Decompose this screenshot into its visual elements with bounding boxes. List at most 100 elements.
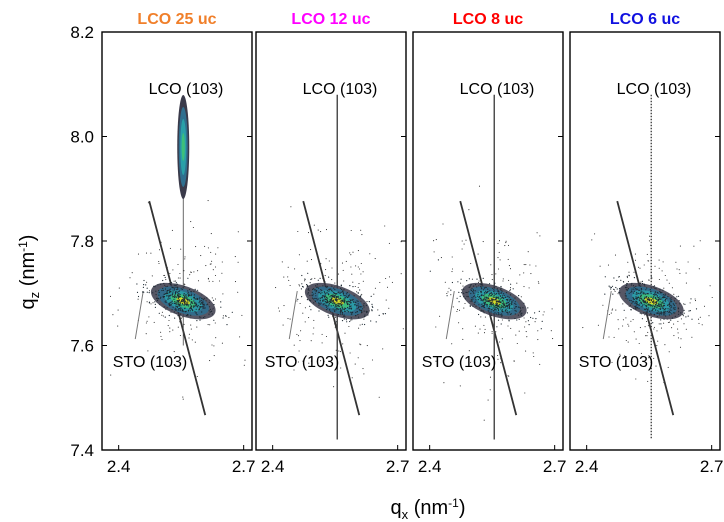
peak-point [480,292,482,294]
peak-point [653,285,656,287]
scatter-point [458,309,461,311]
peak-point [174,317,176,319]
peak-point [493,288,495,290]
peak-point [633,288,635,290]
peak-point [527,307,529,309]
scatter-point [456,310,458,313]
peak-point [174,307,177,309]
peak-point [359,296,361,298]
scatter-point [451,256,453,258]
peak-point [338,291,340,293]
peak-point [325,306,328,308]
scatter-point [639,267,641,269]
peak-point [346,303,349,306]
peak-point [518,318,520,320]
peak-point [174,292,177,294]
peak-point [672,307,675,309]
scatter-point [507,258,509,260]
peak-point [175,309,177,311]
scatter-point [388,242,390,244]
scatter-point [146,281,148,283]
peak-point [136,283,138,285]
scatter-point [164,274,166,276]
peak-point [333,297,335,299]
peak-point [318,287,320,289]
peak-point [479,297,481,300]
peak-point [635,285,637,288]
scatter-point [382,348,384,350]
scatter-point [499,259,501,261]
peak-point [486,300,488,302]
scatter-point [287,266,289,268]
scatter-point [173,351,175,353]
scatter-point [193,271,195,273]
peak-point [164,316,166,318]
peak-point [321,290,323,292]
scatter-point [433,240,435,242]
peak-point [646,301,649,303]
peak-point [631,288,633,290]
peak-point [169,305,171,307]
peak-point [486,303,488,306]
peak-point [658,303,660,305]
peak-point [634,302,636,304]
scatter-point [213,355,215,357]
peak-point [176,305,178,308]
peak-point [358,307,360,309]
peak-point [648,303,650,305]
scatter-point [711,296,713,299]
peak-point [168,302,170,304]
peak-point [683,312,685,314]
scatter-point [525,321,527,323]
panel-2-scatter [275,94,404,440]
peak-point [483,312,485,314]
peak-point [644,301,647,303]
peak-point [508,296,510,298]
peak-point [330,300,332,302]
scatter-point [490,264,492,266]
peak-point [451,281,453,284]
peak-point [174,289,176,291]
peak-point [631,291,633,293]
peak-point [155,294,157,296]
peak-point [343,302,345,304]
peak-point [163,293,165,295]
peak-point [327,294,330,296]
peak-point [343,294,345,297]
peak-point [509,313,511,315]
scatter-point [699,316,701,318]
peak-point [650,290,652,292]
peak-point [177,293,179,295]
peak-point [471,300,473,302]
scatter-point [484,328,486,330]
peak-point [673,304,676,306]
peak-point [687,315,689,317]
peak-point [482,299,484,301]
lco-peak-label: LCO (103) [460,81,535,98]
scatter-point [628,271,630,273]
peak-point [168,289,170,291]
peak-point [487,307,489,309]
peak-point [655,309,657,311]
scatter-point [698,268,700,270]
peak-point [341,312,343,314]
peak-point [311,297,314,299]
peak-point [157,297,159,299]
peak-point [190,295,192,297]
scatter-point [458,322,460,324]
peak-point [499,303,501,305]
peak-point [654,291,657,293]
scatter-point [358,327,360,329]
peak-point [654,287,656,289]
peak-point [635,307,637,309]
peak-point [142,286,144,288]
scatter-point [478,280,480,282]
scatter-point [341,262,344,264]
peak-point [501,309,504,311]
peak-point [652,286,655,288]
scatter-point [625,339,627,342]
peak-point [628,292,630,294]
scatter-point [335,349,337,351]
peak-point [470,284,472,286]
